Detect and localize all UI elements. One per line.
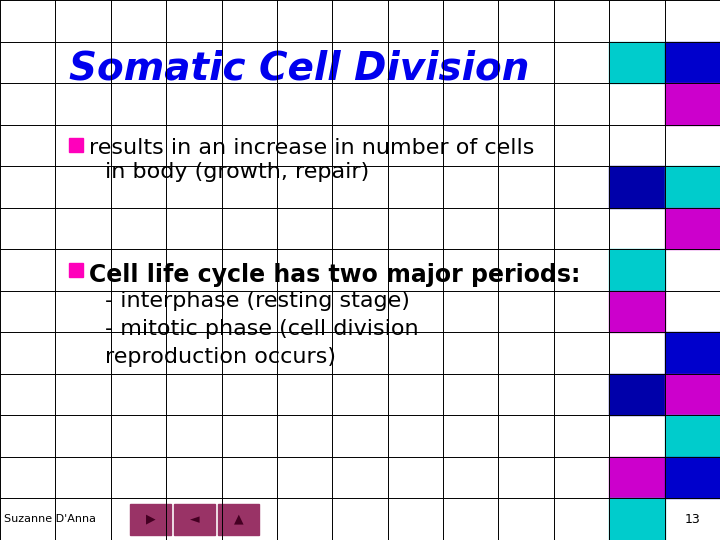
Bar: [665, 374, 720, 415]
Bar: [665, 457, 720, 498]
Bar: [665, 332, 720, 374]
Bar: [218, 504, 259, 535]
Text: in body (growth, repair): in body (growth, repair): [105, 163, 369, 183]
Bar: [174, 504, 215, 535]
Text: ◄: ◄: [190, 513, 199, 526]
Bar: [609, 498, 665, 540]
Text: 13: 13: [685, 513, 700, 526]
Text: - interphase (resting stage): - interphase (resting stage): [105, 291, 410, 311]
Text: Suzanne D'Anna: Suzanne D'Anna: [4, 514, 96, 524]
Bar: [665, 166, 720, 208]
Bar: [665, 415, 720, 457]
Bar: [69, 138, 84, 152]
Text: - mitotic phase (cell division: - mitotic phase (cell division: [105, 319, 419, 339]
Bar: [69, 263, 84, 277]
Bar: [609, 457, 665, 498]
Bar: [609, 291, 665, 332]
Text: Cell life cycle has two major periods:: Cell life cycle has two major periods:: [89, 263, 581, 287]
Text: Somatic Cell Division: Somatic Cell Division: [69, 50, 530, 87]
Bar: [609, 42, 665, 83]
Bar: [665, 42, 720, 83]
Text: reproduction occurs): reproduction occurs): [105, 347, 336, 367]
Bar: [665, 208, 720, 249]
Bar: [130, 504, 171, 535]
Text: ▲: ▲: [234, 513, 243, 526]
Bar: [609, 166, 665, 208]
Text: ▶: ▶: [146, 513, 156, 526]
Bar: [55, 42, 609, 498]
Bar: [665, 83, 720, 125]
Bar: [609, 249, 665, 291]
Bar: [609, 374, 665, 415]
Text: results in an increase in number of cells: results in an increase in number of cell…: [89, 138, 535, 158]
